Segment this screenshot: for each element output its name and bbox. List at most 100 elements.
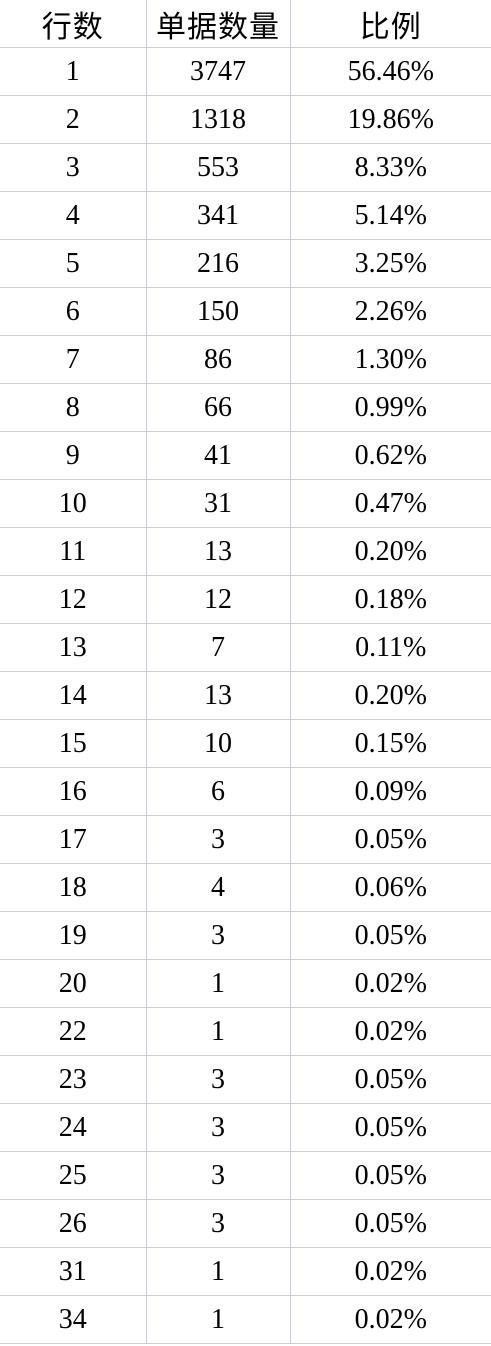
cell-document-count[interactable]: 150: [146, 287, 291, 336]
cell-ratio[interactable]: 0.05%: [290, 815, 491, 864]
cell-row-count[interactable]: 10: [0, 479, 147, 528]
cell-row-count[interactable]: 15: [0, 719, 147, 768]
cell-row-count[interactable]: 11: [0, 527, 147, 576]
header-cell-document-count[interactable]: 单据数量: [146, 0, 291, 48]
table-row: 13 7 0.11%: [0, 623, 491, 672]
table-row: 14 13 0.20%: [0, 671, 491, 720]
cell-row-count[interactable]: 4: [0, 191, 147, 240]
cell-document-count[interactable]: 1: [146, 1295, 291, 1344]
cell-document-count[interactable]: 3747: [146, 47, 291, 96]
cell-document-count[interactable]: 3: [146, 1151, 291, 1200]
cell-ratio[interactable]: 0.99%: [290, 383, 491, 432]
cell-ratio[interactable]: 2.26%: [290, 287, 491, 336]
cell-row-count[interactable]: 20: [0, 959, 147, 1008]
cell-row-count[interactable]: 13: [0, 623, 147, 672]
table-row: 20 1 0.02%: [0, 959, 491, 1008]
cell-ratio[interactable]: 5.14%: [290, 191, 491, 240]
cell-row-count[interactable]: 2: [0, 95, 147, 144]
cell-row-count[interactable]: 5: [0, 239, 147, 288]
table-row: 25 3 0.05%: [0, 1151, 491, 1200]
table-row: 31 1 0.02%: [0, 1247, 491, 1296]
cell-document-count[interactable]: 216: [146, 239, 291, 288]
cell-row-count[interactable]: 17: [0, 815, 147, 864]
cell-row-count[interactable]: 34: [0, 1295, 147, 1344]
cell-ratio[interactable]: 8.33%: [290, 143, 491, 192]
cell-row-count[interactable]: 26: [0, 1199, 147, 1248]
cell-document-count[interactable]: 3: [146, 911, 291, 960]
cell-ratio[interactable]: 0.02%: [290, 1007, 491, 1056]
cell-document-count[interactable]: 4: [146, 863, 291, 912]
cell-ratio[interactable]: 0.20%: [290, 527, 491, 576]
cell-row-count[interactable]: 8: [0, 383, 147, 432]
cell-row-count[interactable]: 18: [0, 863, 147, 912]
cell-ratio[interactable]: 0.05%: [290, 911, 491, 960]
cell-ratio[interactable]: 19.86%: [290, 95, 491, 144]
cell-ratio[interactable]: 0.05%: [290, 1103, 491, 1152]
cell-document-count[interactable]: 86: [146, 335, 291, 384]
cell-document-count[interactable]: 13: [146, 671, 291, 720]
cell-ratio[interactable]: 0.18%: [290, 575, 491, 624]
cell-row-count[interactable]: 3: [0, 143, 147, 192]
cell-row-count[interactable]: 14: [0, 671, 147, 720]
table-row: 5 216 3.25%: [0, 239, 491, 288]
cell-row-count[interactable]: 16: [0, 767, 147, 816]
table-row: 16 6 0.09%: [0, 767, 491, 816]
cell-ratio[interactable]: 0.05%: [290, 1055, 491, 1104]
table-row: 7 86 1.30%: [0, 335, 491, 384]
cell-ratio[interactable]: 56.46%: [290, 47, 491, 96]
cell-row-count[interactable]: 25: [0, 1151, 147, 1200]
cell-document-count[interactable]: 31: [146, 479, 291, 528]
cell-ratio[interactable]: 0.02%: [290, 1247, 491, 1296]
cell-document-count[interactable]: 553: [146, 143, 291, 192]
cell-row-count[interactable]: 31: [0, 1247, 147, 1296]
cell-document-count[interactable]: 10: [146, 719, 291, 768]
cell-ratio[interactable]: 0.06%: [290, 863, 491, 912]
cell-document-count[interactable]: 1: [146, 1247, 291, 1296]
table-row: 8 66 0.99%: [0, 383, 491, 432]
header-cell-row-count[interactable]: 行数: [0, 0, 147, 48]
cell-document-count[interactable]: 13: [146, 527, 291, 576]
cell-document-count[interactable]: 1: [146, 959, 291, 1008]
cell-ratio[interactable]: 0.15%: [290, 719, 491, 768]
cell-ratio[interactable]: 0.09%: [290, 767, 491, 816]
cell-ratio[interactable]: 0.62%: [290, 431, 491, 480]
cell-document-count[interactable]: 12: [146, 575, 291, 624]
cell-ratio[interactable]: 0.05%: [290, 1199, 491, 1248]
cell-document-count[interactable]: 66: [146, 383, 291, 432]
cell-document-count[interactable]: 1: [146, 1007, 291, 1056]
cell-ratio[interactable]: 0.47%: [290, 479, 491, 528]
cell-document-count[interactable]: 3: [146, 1199, 291, 1248]
header-cell-ratio[interactable]: 比例: [290, 0, 491, 48]
cell-row-count[interactable]: 7: [0, 335, 147, 384]
table-row: 10 31 0.47%: [0, 479, 491, 528]
table-row: 3 553 8.33%: [0, 143, 491, 192]
cell-row-count[interactable]: 24: [0, 1103, 147, 1152]
cell-row-count[interactable]: 9: [0, 431, 147, 480]
cell-row-count[interactable]: 23: [0, 1055, 147, 1104]
cell-row-count[interactable]: 12: [0, 575, 147, 624]
cell-ratio[interactable]: 0.11%: [290, 623, 491, 672]
cell-ratio[interactable]: 0.20%: [290, 671, 491, 720]
cell-ratio[interactable]: 0.02%: [290, 959, 491, 1008]
cell-document-count[interactable]: 3: [146, 815, 291, 864]
cell-ratio[interactable]: 0.05%: [290, 1151, 491, 1200]
cell-document-count[interactable]: 7: [146, 623, 291, 672]
cell-row-count[interactable]: 19: [0, 911, 147, 960]
cell-ratio[interactable]: 0.02%: [290, 1295, 491, 1344]
table-row: 22 1 0.02%: [0, 1007, 491, 1056]
cell-document-count[interactable]: 3: [146, 1103, 291, 1152]
table-row: 19 3 0.05%: [0, 911, 491, 960]
cell-document-count[interactable]: 3: [146, 1055, 291, 1104]
cell-row-count[interactable]: 1: [0, 47, 147, 96]
cell-document-count[interactable]: 341: [146, 191, 291, 240]
cell-ratio[interactable]: 1.30%: [290, 335, 491, 384]
cell-row-count[interactable]: 6: [0, 287, 147, 336]
cell-row-count[interactable]: 22: [0, 1007, 147, 1056]
cell-document-count[interactable]: 41: [146, 431, 291, 480]
cell-document-count[interactable]: 6: [146, 767, 291, 816]
table-row: 1 3747 56.46%: [0, 47, 491, 96]
cell-document-count[interactable]: 1318: [146, 95, 291, 144]
cell-ratio[interactable]: 3.25%: [290, 239, 491, 288]
table-row: 12 12 0.18%: [0, 575, 491, 624]
